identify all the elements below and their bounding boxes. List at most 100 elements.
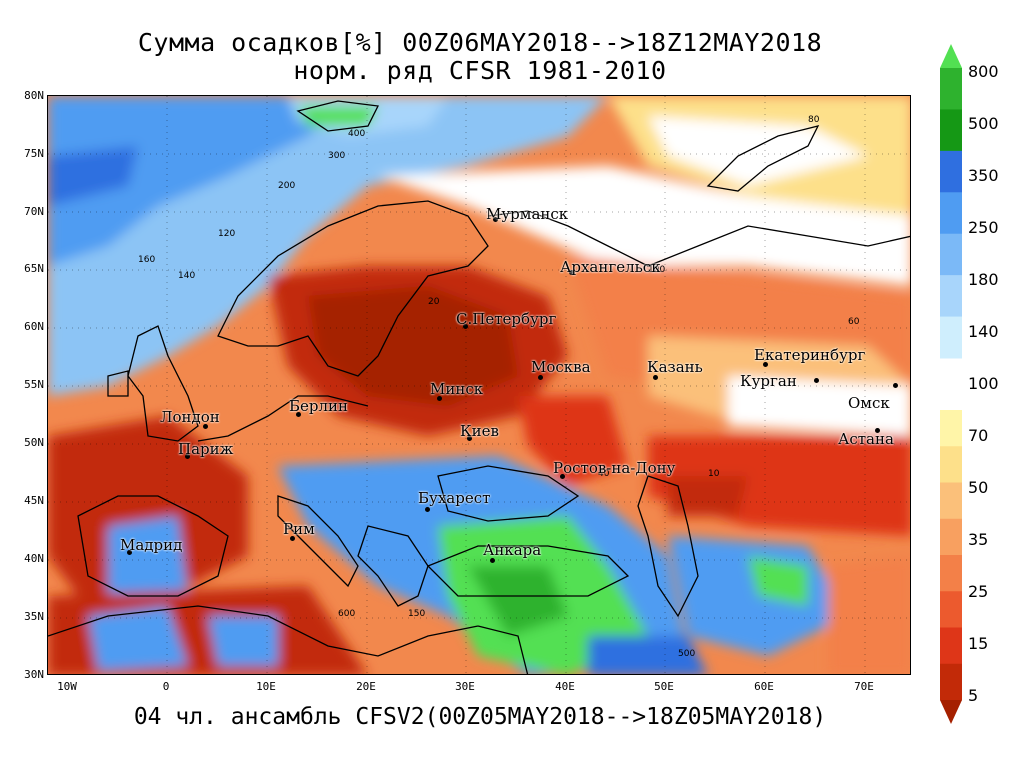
colorbar-label: 350 — [968, 166, 999, 185]
lon-label: 10W — [57, 680, 77, 693]
colorbar-label: 35 — [968, 530, 989, 549]
lat-label: 45N — [24, 494, 44, 507]
colorbar-segment — [940, 518, 962, 556]
city-marker — [203, 424, 208, 429]
colorbar-label: 180 — [968, 270, 999, 289]
contour-label: 140 — [178, 271, 195, 281]
city-label: Киев — [460, 422, 499, 440]
city-marker — [437, 396, 442, 401]
colorbar-segment — [940, 591, 962, 628]
city-label: Омск — [848, 394, 890, 412]
city-marker — [763, 362, 768, 367]
colorbar-segment — [940, 555, 962, 592]
contour-label: 10 — [708, 469, 720, 479]
city-marker — [463, 324, 468, 329]
colorbar-segment — [940, 109, 962, 152]
city-label: Анкара — [483, 541, 542, 559]
lat-label: 55N — [24, 378, 44, 391]
contour-label: 40 — [598, 469, 610, 479]
lon-label: 0 — [162, 680, 170, 693]
map-field: 400 300 200 160 140 120 100 80 60 40 20 … — [48, 96, 910, 674]
lat-label: 75N — [24, 147, 44, 160]
city-marker — [467, 436, 472, 441]
colorbar — [940, 44, 962, 724]
city-label: Мурманск — [486, 205, 569, 223]
city-marker — [875, 428, 880, 433]
city-label: Казань — [647, 358, 703, 376]
city-marker — [814, 378, 819, 383]
contour-label: 80 — [808, 115, 820, 125]
contour-label: 100 — [648, 265, 665, 275]
lat-label: 30N — [24, 668, 44, 681]
map-title: Сумма осадков[%] 00Z06MAY2018-->18Z12MAY… — [137, 28, 823, 57]
colorbar-segment — [940, 192, 962, 235]
colorbar-label: 25 — [968, 582, 989, 601]
city-marker — [538, 375, 543, 380]
city-marker — [185, 454, 190, 459]
city-marker — [425, 507, 430, 512]
colorbar-label: 15 — [968, 634, 989, 653]
city-label: Рим — [283, 520, 315, 538]
lon-label: 30E — [455, 680, 475, 693]
contour-label: 150 — [408, 609, 425, 619]
colorbar-label: 250 — [968, 218, 999, 237]
lon-label: 20E — [356, 680, 376, 693]
city-marker — [569, 270, 574, 275]
contour-label: 160 — [138, 255, 155, 265]
colorbar-segment — [940, 627, 962, 665]
colorbar-label: 140 — [968, 322, 999, 341]
colorbar-bottom-arrow — [940, 700, 962, 724]
city-label: Мадрид — [120, 536, 183, 554]
city-label: Париж — [178, 440, 234, 458]
contour-label: 200 — [278, 181, 295, 191]
lat-label: 70N — [24, 205, 44, 218]
contour-label: 120 — [218, 229, 235, 239]
city-label: Бухарест — [418, 489, 491, 507]
city-label: Берлин — [289, 397, 349, 415]
city-label: Курган — [740, 372, 797, 390]
map-subtitle: норм. ряд CFSR 1981-2010 — [293, 56, 667, 85]
contour-label: 600 — [338, 609, 355, 619]
lon-label: 50E — [654, 680, 674, 693]
lat-label: 80N — [24, 89, 44, 102]
colorbar-segment — [940, 150, 962, 193]
contour-label: 60 — [848, 317, 860, 327]
city-label: Екатеринбург — [754, 346, 866, 364]
city-marker — [493, 217, 498, 222]
colorbar-lower — [940, 410, 962, 701]
lon-label: 70E — [854, 680, 874, 693]
lat-label: 50N — [24, 436, 44, 449]
city-label: С.Петербург — [456, 310, 557, 328]
colorbar-top-arrow — [940, 44, 962, 68]
colorbar-label: 5 — [968, 686, 979, 705]
contour-label: 500 — [678, 649, 695, 659]
lon-label: 40E — [555, 680, 575, 693]
city-label: Архангельск — [560, 258, 661, 276]
colorbar-segment — [940, 275, 962, 318]
colorbar-segment — [940, 663, 962, 701]
city-marker — [290, 536, 295, 541]
city-label: Ростов-на-Дону — [553, 459, 676, 477]
city-label: Лондон — [160, 408, 220, 426]
colorbar-label: 50 — [968, 478, 989, 497]
colorbar-segment — [940, 482, 962, 520]
lat-label: 65N — [24, 262, 44, 275]
lat-label: 60N — [24, 320, 44, 333]
colorbar-segment — [940, 410, 962, 447]
precipitation-map: 400 300 200 160 140 120 100 80 60 40 20 … — [47, 95, 911, 675]
lon-label: 10E — [256, 680, 276, 693]
contour-label: 20 — [428, 297, 440, 307]
colorbar-upper — [940, 68, 962, 359]
colorbar-label: 800 — [968, 62, 999, 81]
city-label: Минск — [430, 380, 484, 398]
colorbar-label: 70 — [968, 426, 989, 445]
colorbar-label: 100 — [968, 374, 999, 393]
ensemble-footer: 04 чл. ансамбль CFSV2(00Z05MAY2018-->18Z… — [133, 704, 827, 730]
lat-label: 35N — [24, 610, 44, 623]
city-marker — [560, 474, 565, 479]
city-marker — [893, 383, 898, 388]
city-label: Астана — [838, 430, 894, 448]
city-marker — [296, 412, 301, 417]
colorbar-segment — [940, 316, 962, 359]
colorbar-segment — [940, 233, 962, 276]
